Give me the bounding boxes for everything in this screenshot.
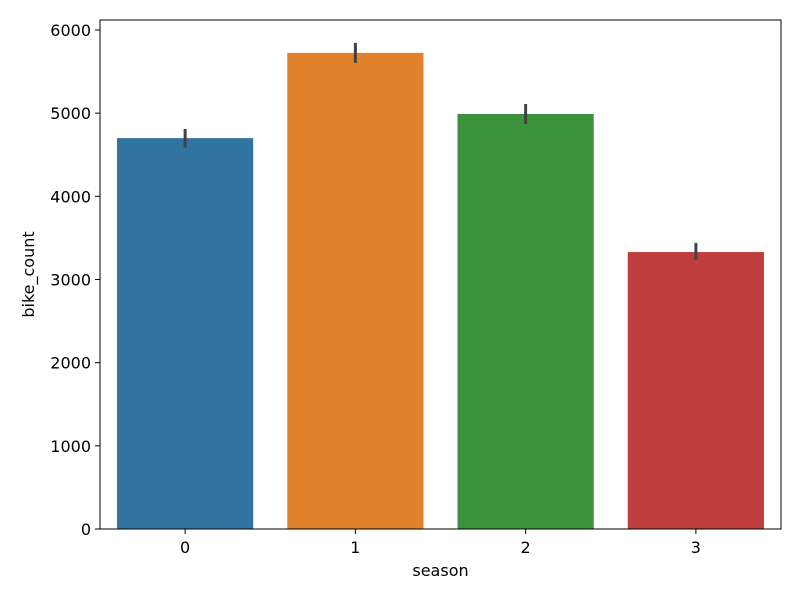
y-tick-label: 6000: [50, 21, 91, 40]
bar-0: [117, 138, 254, 529]
x-axis: 0 1 2 3: [180, 529, 701, 557]
y-tick-label: 4000: [50, 187, 91, 206]
plot-frame: [99, 19, 782, 530]
y-axis-label: bike_count: [19, 231, 39, 317]
x-tick-label: 3: [691, 538, 701, 557]
x-tick-label: 2: [521, 538, 531, 557]
x-tick-label: 1: [350, 538, 360, 557]
y-tick-label: 1000: [50, 437, 91, 456]
y-axis: 0 1000 2000 3000 4000 5000 6000: [50, 21, 100, 539]
bars-group: [117, 52, 764, 530]
bar-3: [627, 252, 764, 529]
error-bars-group: [183, 42, 698, 260]
y-tick-label: 0: [81, 520, 91, 539]
y-tick-label: 3000: [50, 270, 91, 289]
x-tick-label: 0: [180, 538, 190, 557]
y-tick-label: 5000: [50, 104, 91, 123]
x-axis-label: season: [412, 561, 468, 580]
bar-2: [457, 113, 594, 529]
bar-1: [287, 52, 424, 530]
y-tick-label: 2000: [50, 354, 91, 373]
